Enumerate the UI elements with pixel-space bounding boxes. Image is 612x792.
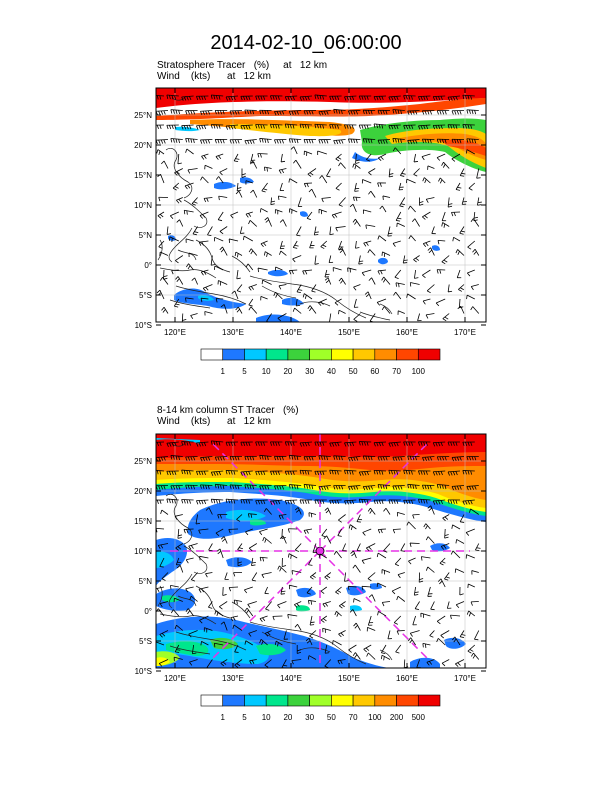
panel1-lat-axis: 25°N 20°N 15°N 10°N 5°N 0° 5°S 10°S [134, 111, 486, 330]
panel1-title-line1: Stratosphere Tracer (%) at 12 km [157, 60, 328, 71]
colorbar-label: 10 [262, 713, 271, 722]
lon-tick-label: 170°E [454, 674, 476, 683]
lat-tick-label: 5°N [139, 577, 153, 586]
lon-tick-label: 150°E [338, 328, 360, 337]
lon-tick-label: 130°E [222, 674, 244, 683]
colorbar-label: 30 [305, 713, 314, 722]
lon-tick-label: 120°E [164, 674, 186, 683]
lat-tick-label: 25°N [134, 111, 152, 120]
main-title: 2014-02-10_06:00:00 [210, 32, 402, 54]
colorbar-label: 10 [262, 367, 271, 376]
colorbar-label: 1 [221, 713, 226, 722]
colorbar-swatch [287, 694, 310, 707]
lat-tick-label: 15°N [134, 517, 152, 526]
colorbar-label: 70 [392, 367, 401, 376]
lon-tick-label: 140°E [280, 674, 302, 683]
colorbar-swatch [222, 694, 245, 707]
lat-tick-label: 10°S [135, 321, 152, 330]
colorbar-label: 50 [349, 367, 358, 376]
lat-tick-label: 25°N [134, 457, 152, 466]
lon-tick-label: 170°E [454, 328, 476, 337]
colorbar-label: 40 [327, 367, 336, 376]
colorbar-label: 50 [327, 713, 336, 722]
colorbar-label: 30 [305, 367, 314, 376]
colorbar-swatch [396, 694, 419, 707]
lon-tick-label: 120°E [164, 328, 186, 337]
colorbar-swatch [352, 694, 376, 707]
panel1-lon-axis: 120°E 130°E 140°E 150°E 160°E 170°E [164, 88, 476, 337]
lat-tick-label: 0° [144, 607, 152, 616]
panel1-wind-barbs [156, 94, 482, 322]
colorbar-label: 1 [221, 367, 226, 376]
colorbar-swatch [200, 694, 224, 707]
colorbar-swatch [417, 348, 441, 361]
panel1-title-line2: Wind (kts) at 12 km [157, 71, 271, 82]
lat-tick-label: 20°N [134, 141, 152, 150]
lat-tick-label: 10°S [135, 667, 152, 676]
lon-tick-label: 150°E [338, 674, 360, 683]
panel2-colorbar: 1 5 10 20 30 50 70 100 200 500 [200, 694, 441, 722]
panel2-title-line2: Wind (kts) at 12 km [157, 416, 271, 427]
panel1-colorbar: 1 5 10 20 30 40 50 60 70 100 [200, 348, 441, 376]
colorbar-swatch [309, 694, 332, 707]
lat-tick-label: 10°N [134, 547, 152, 556]
lat-tick-label: 0° [144, 261, 152, 270]
colorbar-label: 100 [412, 367, 426, 376]
colorbar-label: 5 [242, 367, 247, 376]
lon-tick-label: 160°E [396, 674, 418, 683]
colorbar-swatch [244, 694, 267, 707]
colorbar-swatch [331, 694, 354, 707]
lon-tick-label: 140°E [280, 328, 302, 337]
panel2-lat-axis: 25°N 20°N 15°N 10°N 5°N 0° 5°S 10°S [134, 457, 486, 676]
panel2-center-marker [315, 546, 325, 556]
colorbar-swatch [417, 694, 441, 707]
lon-tick-label: 130°E [222, 328, 244, 337]
lat-tick-label: 5°N [139, 231, 153, 240]
panel2-lon-axis: 120°E 130°E 140°E 150°E 160°E 170°E [164, 434, 476, 683]
colorbar-label: 200 [390, 713, 404, 722]
colorbar-label: 20 [283, 713, 292, 722]
panel1-map: 120°E 130°E 140°E 150°E 160°E 170°E 25°N 20°N 1… [134, 87, 487, 376]
colorbar-label: 60 [370, 367, 379, 376]
lat-tick-label: 20°N [134, 487, 152, 496]
colorbar-swatch [265, 694, 289, 707]
colorbar-label: 70 [349, 713, 358, 722]
lat-tick-label: 5°S [139, 637, 152, 646]
lat-tick-label: 10°N [134, 201, 152, 210]
colorbar-label: 20 [283, 367, 292, 376]
colorbar-label: 100 [368, 713, 382, 722]
colorbar-swatch [374, 694, 397, 707]
panel2-wind-barbs [156, 440, 481, 668]
lat-tick-label: 15°N [134, 171, 152, 180]
colorbar-label: 5 [242, 713, 247, 722]
colorbar-label: 500 [412, 713, 426, 722]
lat-tick-label: 5°S [139, 291, 152, 300]
lon-tick-label: 160°E [396, 328, 418, 337]
panel2-title-line1: 8-14 km column ST Tracer (%) [157, 405, 299, 416]
